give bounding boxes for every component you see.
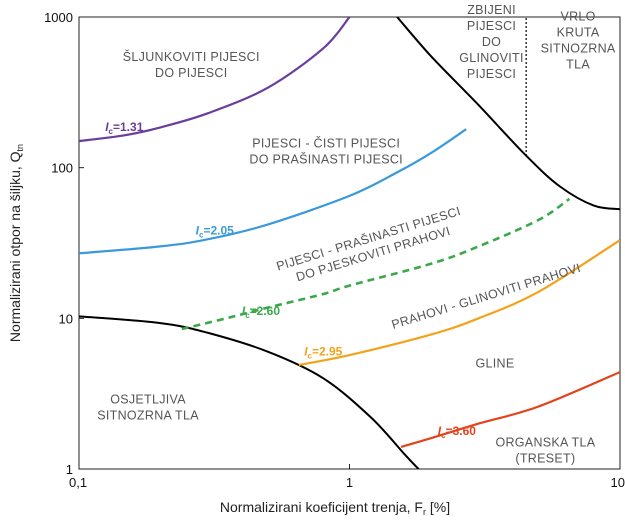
ic-curve-295 (298, 239, 620, 367)
zone-label-4: PRAHOVI - GLINOVITI PRAHOVI (390, 261, 583, 332)
ic-label-131: Ic=1.31 (105, 120, 143, 136)
zone-label-9: VRLO KRUTA SITNOZRNA TLA (541, 9, 616, 71)
x-axis-title-sub: r (423, 507, 426, 517)
zone-labels: ŠLJUNKOVITI PIJESCI DO PIJESCI PIJESCI - Č… (97, 0, 616, 465)
x-tick-label: 10 (611, 475, 625, 490)
y-axis-title-sub: tn (15, 144, 25, 152)
zone-label-3: PIJESCI - PRAŠINASTI PIJESCIDO PJESKOVIT… (275, 203, 467, 289)
boundary-line-1 (79, 315, 420, 469)
zone-boundaries (79, 17, 620, 469)
ic-curves (79, 17, 620, 449)
x-axis-title: Normalizirani koeficijent trenja, Fr [%] (220, 499, 450, 517)
y-axis-title-main: Normalizirani otpor na šiljku, Q (7, 151, 23, 342)
y-tick-label: 100 (51, 161, 73, 176)
ic-label-260: Ic=2.60 (242, 304, 280, 320)
y-axis-ticks: 1 10 100 1000 (44, 10, 84, 477)
x-tick-label: 0,1 (69, 475, 87, 490)
x-axis-title-unit: [%] (426, 499, 450, 515)
zone-label-7: ORGANSKA TLA (TRESET) (495, 435, 595, 465)
y-tick-label: 1 (66, 462, 73, 477)
zone-label-5: GLINE (475, 357, 514, 371)
zone-label-8: VRLOZBIJENIPIJESCIDOGLINOVITIPIJESCI (459, 0, 524, 81)
x-axis-title-main: Normalizirani koeficijent trenja, F (220, 499, 423, 515)
zone-label-2: PIJESCI - ČISTI PIJESCI DO PRAŠINASTI PIJ… (249, 136, 403, 167)
ic-curve-labels: Ic=1.31 Ic=2.05 Ic=2.60 Ic=2.95 Ic=3.60 (105, 120, 476, 440)
zone-label-1: ŠLJUNKOVITI PIJESCI DO PIJESCI (123, 49, 260, 80)
ic-label-360: Ic=3.60 (438, 424, 476, 440)
ic-curve-205 (79, 128, 467, 255)
x-tick-label: 1 (346, 475, 353, 490)
ic-label-295: Ic=2.95 (304, 345, 342, 361)
ic-curve-360 (400, 371, 620, 449)
y-axis-title: Normalizirani otpor na šiljku, Qtn (7, 144, 25, 342)
ic-curve-260 (181, 197, 571, 331)
ic-label-205: Ic=2.05 (196, 224, 234, 240)
zone-label-6: OSJETLJIVA SITNOZRNA TLA (97, 393, 199, 423)
y-tick-label: 1000 (44, 10, 73, 25)
ic-curve-131 (79, 17, 351, 143)
y-tick-label: 10 (59, 311, 73, 326)
x-axis-ticks: 0,1 1 10 (69, 464, 625, 490)
